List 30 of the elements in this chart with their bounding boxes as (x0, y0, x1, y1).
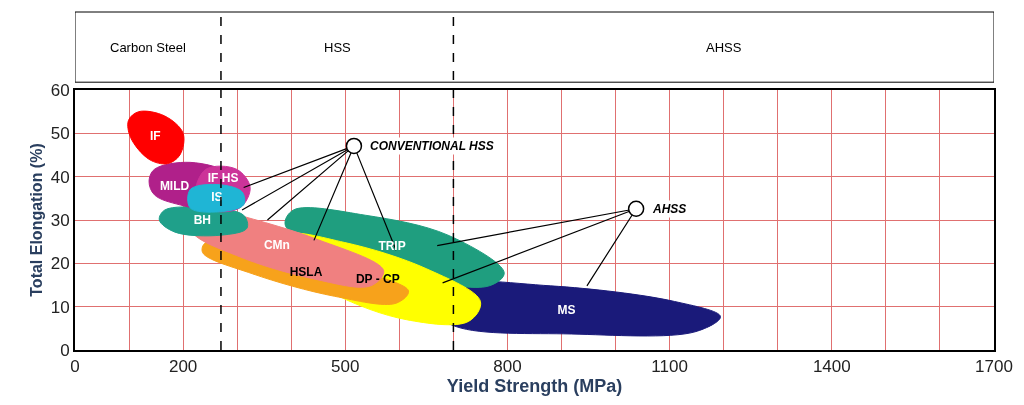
series-label: IS (211, 190, 223, 205)
x-tick-label: 500 (331, 357, 360, 377)
annotation: AHSS (652, 202, 687, 216)
text: Carbon Steel (110, 40, 186, 55)
y-tick-label: 20 (50, 254, 70, 274)
series-label: IF HS (207, 170, 239, 185)
series-label: DP - CP (355, 271, 400, 286)
y-tick-label: 30 (50, 210, 70, 230)
text: HSS (324, 40, 352, 55)
x-tick-label: 200 (168, 357, 198, 377)
x-tick-label: 1700 (975, 357, 1013, 377)
series-label: MS (557, 303, 576, 318)
series-label: IF (149, 129, 161, 144)
y-tick-label: 40 (50, 167, 70, 187)
text: AHSS (706, 40, 742, 55)
y-tick-label: 10 (50, 297, 70, 317)
x-axis-title: Yield Strength (MPa) (446, 376, 623, 397)
x-tick-label: 1400 (812, 357, 851, 377)
annotation: CONVENTIONAL HSS (370, 139, 494, 153)
series-label: BH (193, 213, 212, 228)
x-tick-label: 1100 (651, 357, 688, 377)
series-label: MILD (159, 178, 190, 193)
y-tick-label: 50 (50, 124, 70, 144)
series-label: CMn (263, 238, 290, 253)
x-tick-label: 800 (493, 357, 522, 377)
series-label: HSLA (289, 265, 323, 280)
y-tick-label: 0 (60, 340, 70, 360)
y-axis-title: Total Elongation (%) (28, 143, 46, 297)
series-label: TRIP (378, 239, 406, 254)
y-tick-label: 60 (50, 80, 70, 100)
